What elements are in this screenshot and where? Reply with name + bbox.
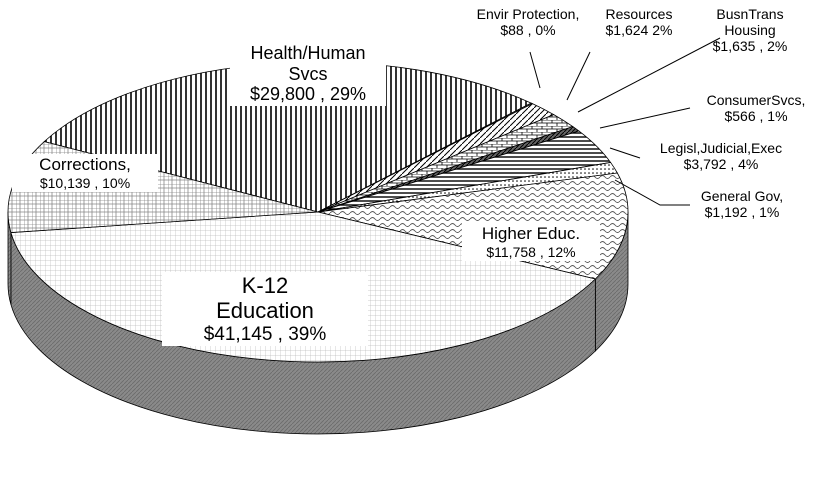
leader-line	[566, 51, 591, 101]
slice-value: $29,800 , 29%	[249, 84, 367, 105]
slice-label: Higher Educ. $11,758 , 12%	[462, 223, 600, 261]
slice-value: $1,635 , 2%	[712, 38, 788, 55]
slice-label: BusnTrans Housing $1,635 , 2%	[700, 6, 800, 54]
slice-label: Health/Human Svcs $29,800 , 29%	[230, 42, 386, 107]
slice-name: Corrections,	[39, 155, 131, 174]
slice-label: ConsumerSvcs, $566 , 1%	[686, 92, 826, 124]
slice-name: BusnTrans Housing	[716, 6, 784, 39]
leader-line	[614, 179, 690, 206]
slice-name: Legisl,Judicial,Exec	[659, 140, 783, 156]
slice-label: K-12 Education $41,145 , 39%	[162, 272, 368, 347]
leader-line	[609, 147, 641, 159]
slice-label: General Gov, $1,192 , 1%	[682, 188, 802, 220]
slice-value: $88 , 0%	[500, 22, 556, 39]
leader-line	[529, 51, 541, 89]
leader-lines	[529, 37, 721, 206]
slice-name: K-12 Education	[216, 273, 314, 324]
slice-value: $10,139 , 10%	[39, 174, 131, 191]
slice-value: $566 , 1%	[724, 108, 788, 125]
slice-value: $1,192 , 1%	[704, 204, 780, 221]
slice-label: Envir Protection, $88 , 0%	[466, 6, 590, 38]
slice-value: $1,624 2%	[605, 22, 673, 39]
slice-label: Legisl,Judicial,Exec $3,792 , 4%	[636, 140, 806, 172]
slice-value: $3,792 , 4%	[683, 156, 759, 173]
slice-label: Resources $1,624 2%	[588, 6, 690, 38]
slice-name: Resources	[605, 6, 673, 22]
slice-name: Higher Educ.	[481, 224, 581, 243]
slice-value: $41,145 , 39%	[203, 323, 327, 345]
leader-line	[577, 37, 721, 113]
leader-line	[599, 107, 691, 129]
slice-label: Corrections, $10,139 , 10%	[12, 154, 158, 192]
slice-value: $11,758 , 12%	[486, 243, 576, 260]
slice-name: Health/Human Svcs	[250, 43, 366, 84]
slice-name: General Gov,	[700, 188, 784, 204]
slice-name: ConsumerSvcs,	[706, 92, 806, 108]
slice-name: Envir Protection,	[476, 6, 580, 22]
